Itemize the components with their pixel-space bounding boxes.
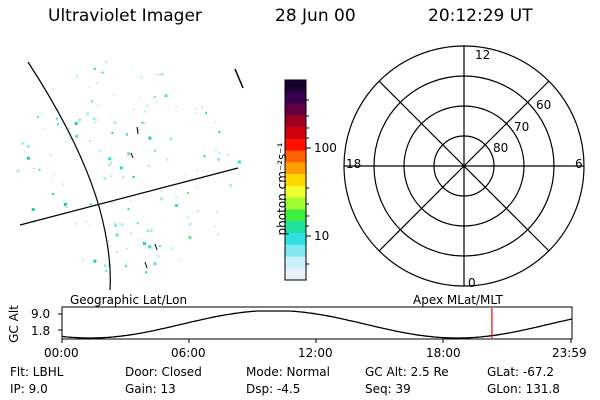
- info-ip: IP: 9.0: [10, 382, 48, 396]
- colorbar-band: [285, 103, 306, 116]
- colorbar-band: [285, 138, 306, 152]
- colorbar-band: [285, 256, 306, 269]
- aurora-speckles: [16, 61, 241, 274]
- timeline-xtick-0600: 06:00: [171, 346, 206, 360]
- colorbar: [284, 79, 311, 281]
- colorbar-band: [285, 244, 306, 258]
- colorbar-tick-100: 100: [314, 141, 337, 155]
- info-flt: Flt: LBHL: [10, 365, 64, 379]
- longitude-line: [27, 61, 111, 291]
- polar-plot: [343, 45, 585, 287]
- timeline-left-label: Geographic Lat/Lon: [70, 293, 188, 307]
- polar-label-60: 60: [536, 98, 552, 112]
- colorbar-band: [285, 80, 306, 93]
- colorbar-band: [285, 162, 306, 175]
- timeline-ytick-9: 9.0: [31, 307, 51, 321]
- colorbar-band: [285, 127, 306, 140]
- colorbar-band: [285, 209, 306, 222]
- timeline-right-label: Apex MLat/MLT: [413, 293, 503, 307]
- timeline-xtick-1800: 18:00: [426, 346, 461, 360]
- info-glon: GLon: 131.8: [487, 382, 560, 396]
- time-label: 20:12:29 UT: [428, 6, 533, 26]
- polar-label-80: 80: [493, 141, 509, 155]
- instrument-title: Ultraviolet Imager: [48, 6, 202, 26]
- info-mode: Mode: Normal: [246, 365, 330, 379]
- info-gain: Gain: 13: [125, 382, 176, 396]
- colorbar-band: [285, 221, 306, 234]
- polar-label-18: 18: [346, 157, 362, 171]
- info-glat: GLat: -67.2: [487, 365, 554, 379]
- polar-label-0: 0: [468, 276, 476, 290]
- info-door: Door: Closed: [125, 365, 202, 379]
- geographic-image-panel: [16, 61, 244, 291]
- polar-label-70: 70: [514, 120, 530, 134]
- timeline-plot: [58, 306, 573, 343]
- polar-label-12: 12: [475, 48, 491, 62]
- latitude-line: [19, 167, 239, 226]
- timeline-yaxis-label: GC Alt: [7, 305, 21, 343]
- timeline-xtick-1200: 12:00: [298, 346, 333, 360]
- colorbar-band: [285, 268, 306, 281]
- polar-label-6: 6: [575, 157, 583, 171]
- colorbar-band: [285, 174, 306, 187]
- colorbar-band: [285, 115, 306, 128]
- colorbar-band: [285, 185, 306, 199]
- info-dsp: Dsp: -4.5: [246, 382, 301, 396]
- colorbar-band: [285, 150, 306, 163]
- timeline-ytick-1-8: 1.8: [31, 324, 51, 338]
- info-seq: Seq: 39: [365, 382, 411, 396]
- colorbar-unit-label: photon cm⁻²s⁻¹: [275, 142, 289, 236]
- colorbar-tick-10: 10: [314, 229, 330, 243]
- date-label: 28 Jun 00: [275, 6, 356, 26]
- colorbar-band: [285, 197, 306, 211]
- altitude-curve: [61, 310, 573, 339]
- colorbar-band: [285, 91, 306, 105]
- info-gcalt: GC Alt: 2.5 Re: [365, 365, 449, 379]
- timeline-xtick-0000: 00:00: [44, 346, 79, 360]
- timeline-xtick-2359: 23:59: [552, 346, 587, 360]
- colorbar-band: [285, 232, 306, 246]
- edge-tick-line: [234, 68, 244, 89]
